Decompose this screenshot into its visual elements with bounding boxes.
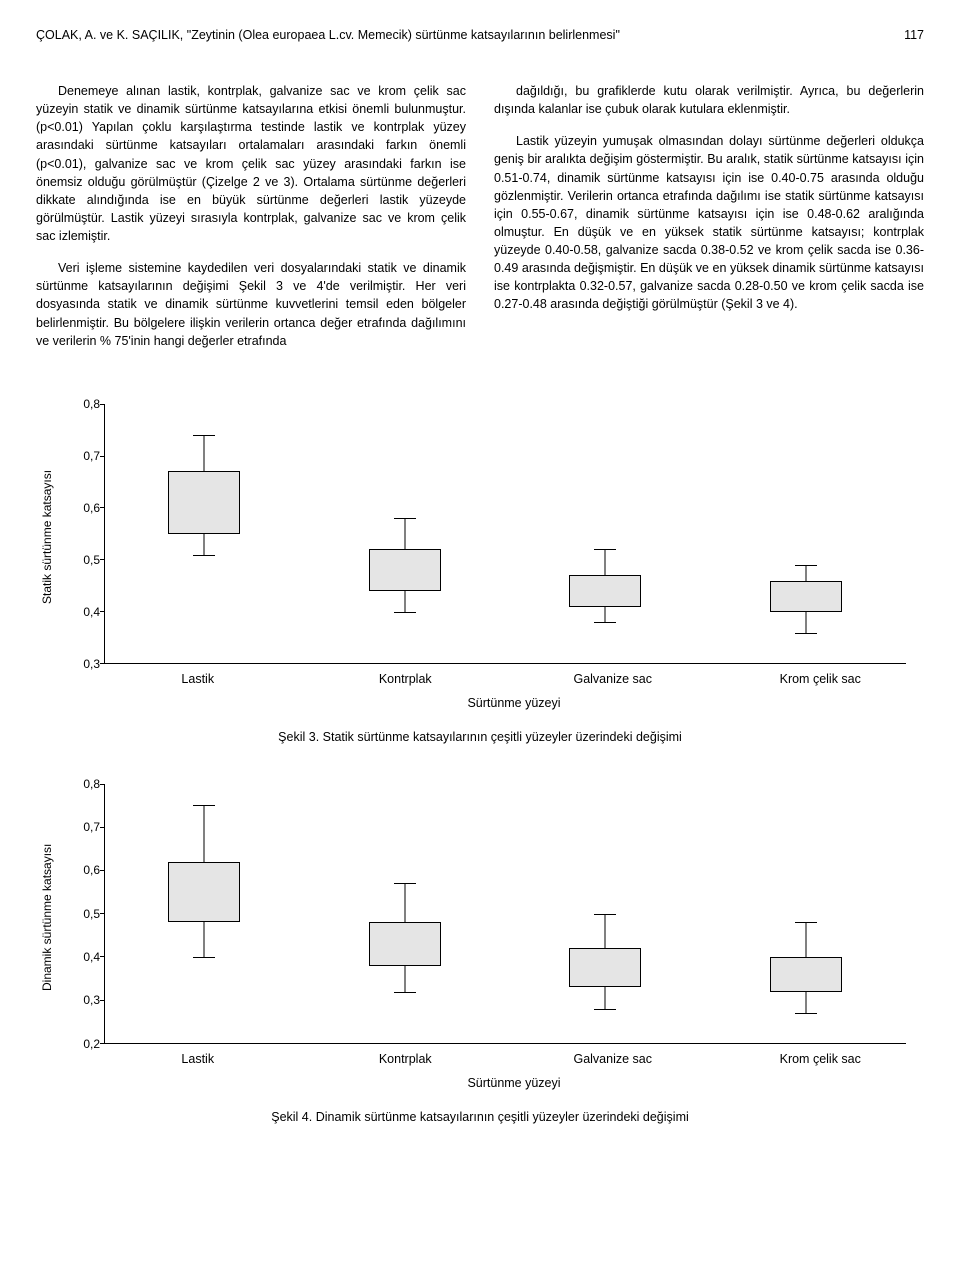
box: [168, 471, 240, 533]
chart3-xaxis-labels: LastikKontrplakGalvanize sacKrom çelik s…: [94, 672, 924, 686]
chart4-xaxis-labels: LastikKontrplakGalvanize sacKrom çelik s…: [94, 1052, 924, 1066]
x-category-label: Lastik: [94, 672, 302, 686]
whisker-upper: [204, 805, 205, 861]
ytick-label: 0,4: [60, 950, 100, 964]
whisker-cap-lower: [193, 957, 215, 958]
chart3-xlabel: Sürtünme yüzeyi: [104, 696, 924, 710]
ytick-label: 0,4: [60, 605, 100, 619]
chart4-content: [104, 784, 906, 1044]
ytick-label: 0,5: [60, 553, 100, 567]
whisker-lower: [204, 534, 205, 555]
ytick-label: 0,7: [60, 820, 100, 834]
figure-4-caption: Şekil 4. Dinamik sürtünme katsayılarının…: [36, 1110, 924, 1124]
boxplot-group: [104, 404, 305, 664]
para-2: Veri işleme sistemine kaydedilen veri do…: [36, 259, 466, 350]
box: [569, 575, 641, 606]
box: [369, 922, 441, 965]
x-category-label: Galvanize sac: [509, 672, 717, 686]
chart3-ylabel: Statik sürtünme katsayısı: [36, 404, 58, 710]
page-header: ÇOLAK, A. ve K. SAÇILIK, "Zeytinin (Olea…: [36, 28, 924, 42]
ytick-label: 0,8: [60, 777, 100, 791]
figure-3-caption: Şekil 3. Statik sürtünme katsayılarının …: [36, 730, 924, 744]
x-category-label: Kontrplak: [302, 1052, 510, 1066]
boxplot-group: [505, 404, 706, 664]
x-category-label: Kontrplak: [302, 672, 510, 686]
box: [168, 862, 240, 923]
whisker-upper: [605, 549, 606, 575]
boxplot-group: [104, 784, 305, 1044]
ytick-label: 0,2: [60, 1037, 100, 1051]
whisker-lower: [404, 591, 405, 612]
para-1: Denemeye alınan lastik, kontrplak, galva…: [36, 82, 466, 245]
ytick-label: 0,5: [60, 907, 100, 921]
whisker-upper: [404, 518, 405, 549]
boxplot-group: [505, 784, 706, 1044]
ytick-label: 0,6: [60, 501, 100, 515]
whisker-upper: [204, 435, 205, 471]
whisker-lower: [805, 992, 806, 1014]
box: [770, 581, 842, 612]
chart3-content: [104, 404, 906, 664]
whisker-upper: [404, 883, 405, 922]
x-category-label: Krom çelik sac: [717, 1052, 925, 1066]
boxplot-group: [305, 404, 506, 664]
box: [369, 549, 441, 591]
whisker-upper: [605, 914, 606, 949]
box: [569, 948, 641, 987]
whisker-lower: [605, 607, 606, 623]
chart4-plot: 0,20,30,40,50,60,70,8: [68, 784, 906, 1044]
whisker-cap-lower: [394, 612, 416, 613]
col-left: Denemeye alınan lastik, kontrplak, galva…: [36, 82, 466, 364]
body-columns: Denemeye alınan lastik, kontrplak, galva…: [36, 82, 924, 364]
para-4: Lastik yüzeyin yumuşak olmasından dolayı…: [494, 132, 924, 313]
whisker-upper: [805, 565, 806, 581]
whisker-cap-lower: [594, 622, 616, 623]
whisker-cap-lower: [795, 1013, 817, 1014]
chart4-ylabel: Dinamik sürtünme katsayısı: [36, 784, 58, 1090]
whisker-cap-lower: [795, 633, 817, 634]
chart3-plot: 0,30,40,50,60,70,8: [68, 404, 906, 664]
ytick-label: 0,6: [60, 863, 100, 877]
box: [770, 957, 842, 992]
whisker-lower: [805, 612, 806, 633]
ytick-label: 0,3: [60, 657, 100, 671]
whisker-lower: [605, 987, 606, 1009]
chart4-xlabel: Sürtünme yüzeyi: [104, 1076, 924, 1090]
para-3: dağıldığı, bu grafiklerde kutu olarak ve…: [494, 82, 924, 118]
whisker-cap-lower: [594, 1009, 616, 1010]
boxplot-group: [305, 784, 506, 1044]
x-category-label: Krom çelik sac: [717, 672, 925, 686]
whisker-cap-lower: [193, 555, 215, 556]
x-category-label: Galvanize sac: [509, 1052, 717, 1066]
figure-4: Dinamik sürtünme katsayısı 0,20,30,40,50…: [36, 784, 924, 1090]
x-category-label: Lastik: [94, 1052, 302, 1066]
figure-3: Statik sürtünme katsayısı 0,30,40,50,60,…: [36, 404, 924, 710]
ytick-label: 0,7: [60, 449, 100, 463]
boxplot-group: [706, 404, 907, 664]
ytick-label: 0,3: [60, 993, 100, 1007]
col-right: dağıldığı, bu grafiklerde kutu olarak ve…: [494, 82, 924, 364]
whisker-lower: [204, 922, 205, 957]
boxplot-group: [706, 784, 907, 1044]
header-citation: ÇOLAK, A. ve K. SAÇILIK, "Zeytinin (Olea…: [36, 28, 620, 42]
header-page-number: 117: [904, 28, 924, 42]
whisker-upper: [805, 922, 806, 957]
ytick-label: 0,8: [60, 397, 100, 411]
whisker-lower: [404, 966, 405, 992]
whisker-cap-lower: [394, 992, 416, 993]
